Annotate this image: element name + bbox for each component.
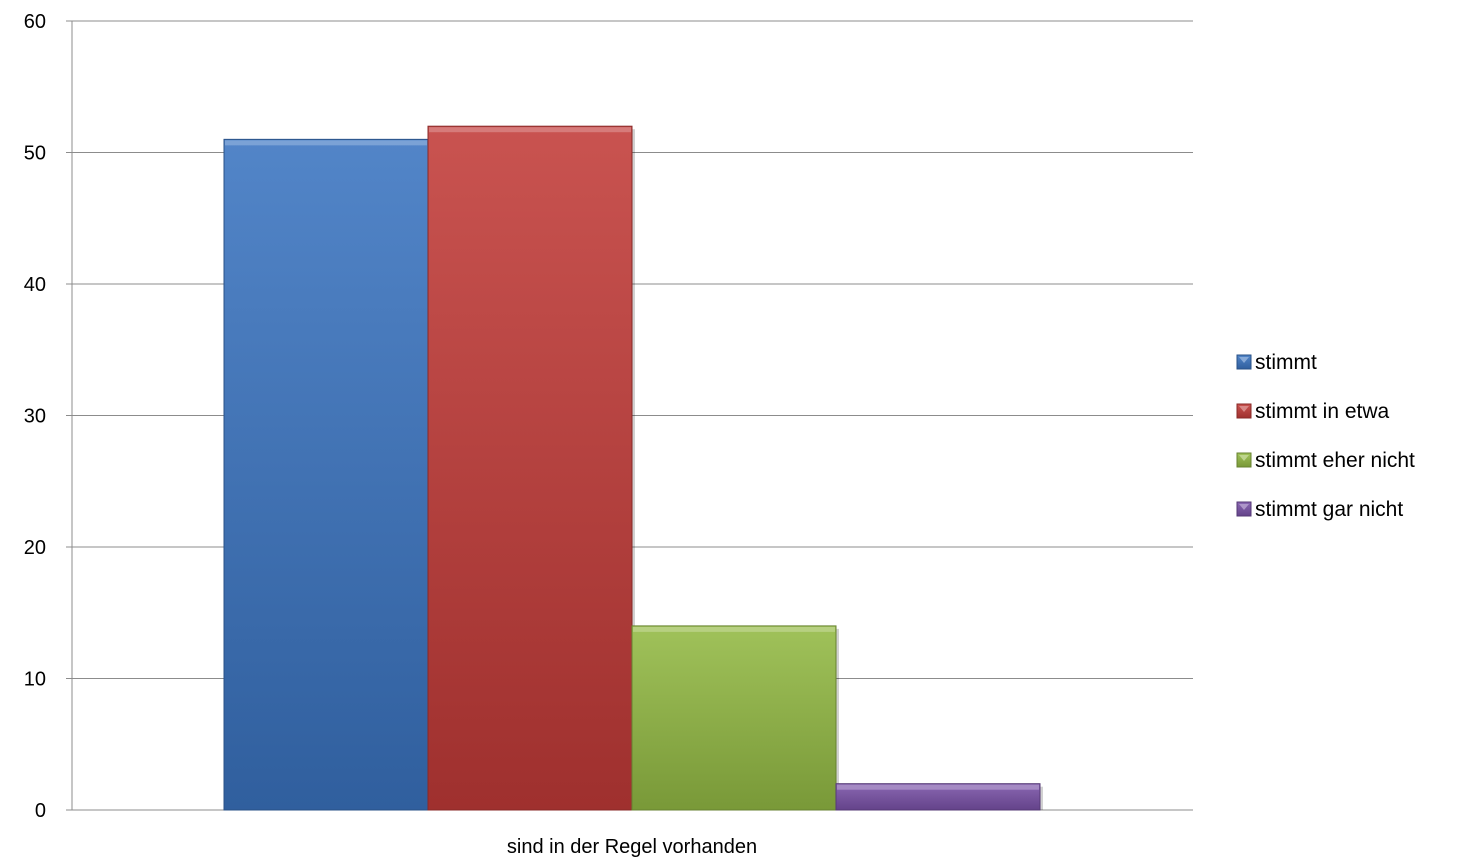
- bar-bevel: [633, 626, 835, 632]
- y-tick-label: 50: [24, 143, 46, 165]
- legend-label: stimmt: [1255, 351, 1317, 374]
- legend-label: stimmt in etwa: [1255, 400, 1390, 423]
- legend-label: stimmt eher nicht: [1255, 449, 1415, 472]
- y-tick-label: 60: [24, 11, 46, 33]
- bar-0: [223, 138, 429, 811]
- bar-bevel: [837, 784, 1039, 790]
- legend-item: stimmt eher nicht: [1236, 449, 1415, 472]
- y-tick-label: 40: [24, 274, 46, 296]
- y-tick-label: 0: [35, 800, 46, 822]
- y-tick-label: 30: [24, 406, 46, 428]
- bar-1: [427, 125, 633, 811]
- bar-bevel: [225, 140, 427, 146]
- bar-bevel: [429, 127, 631, 133]
- x-category-labels: sind in der Regel vorhanden: [507, 836, 757, 858]
- y-tick-labels: 0 10 20 30 40 50 60: [24, 11, 46, 822]
- y-tick-label: 20: [24, 537, 46, 559]
- legend-item: stimmt: [1236, 351, 1317, 374]
- bar-2: [631, 625, 837, 811]
- legend-swatch-highlight: [1239, 504, 1249, 510]
- legend-item: stimmt gar nicht: [1236, 498, 1403, 521]
- y-tick-label: 10: [24, 669, 46, 691]
- legend-label: stimmt gar nicht: [1255, 498, 1403, 521]
- legend: stimmt stimmt in etwa stimmt eher nicht sti…: [1236, 351, 1415, 521]
- legend-swatch-highlight: [1239, 357, 1249, 363]
- x-category-label: sind in der Regel vorhanden: [507, 836, 757, 858]
- legend-swatch-highlight: [1239, 455, 1249, 461]
- legend-swatch-highlight: [1239, 406, 1249, 412]
- bars: [223, 125, 1043, 811]
- legend-item: stimmt in etwa: [1236, 400, 1390, 423]
